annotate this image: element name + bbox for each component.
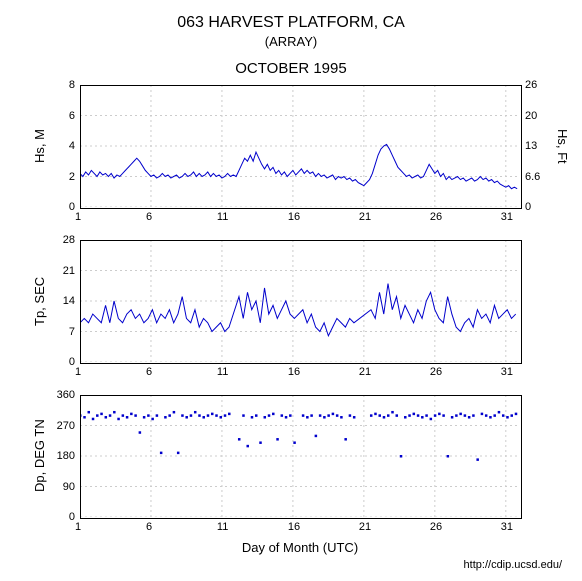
- ytick-label: 6: [69, 110, 75, 122]
- ytick-label: 28: [63, 234, 75, 246]
- chart-container: 063 HARVEST PLATFORM, CA (ARRAY) OCTOBER…: [0, 0, 582, 581]
- panel1-border: [80, 85, 522, 209]
- xtick-label: 31: [501, 366, 513, 378]
- xtick-label: 1: [75, 521, 81, 533]
- xtick-label: 6: [146, 521, 152, 533]
- xtick-label: 16: [288, 521, 300, 533]
- ytick-label: 270: [57, 420, 75, 432]
- panel1-ylabel-right: Hs, Ft: [555, 85, 570, 207]
- xtick-label: 26: [430, 211, 442, 223]
- ytick-label: 180: [57, 450, 75, 462]
- xtick-label: 16: [288, 366, 300, 378]
- xtick-label: 16: [288, 211, 300, 223]
- ytick-label: 7: [69, 326, 75, 338]
- panel2-border: [80, 240, 522, 364]
- ytick-label-right: 26: [525, 79, 537, 91]
- xtick-label: 26: [430, 521, 442, 533]
- panel2-ylabel-left: Tp, SEC: [32, 240, 47, 362]
- xtick-label: 1: [75, 366, 81, 378]
- ytick-label: 14: [63, 295, 75, 307]
- xtick-label: 31: [501, 521, 513, 533]
- xtick-label: 31: [501, 211, 513, 223]
- title-sub: (ARRAY): [0, 34, 582, 49]
- panel3-ylabel-left: Dp, DEG TN: [32, 395, 47, 517]
- xtick-label: 6: [146, 366, 152, 378]
- xtick-label: 21: [359, 211, 371, 223]
- xtick-label: 1: [75, 211, 81, 223]
- panel1-ylabel-left: Hs, M: [32, 85, 47, 207]
- ytick-label-right: 0: [525, 201, 531, 213]
- panel3-border: [80, 395, 522, 519]
- ytick-label-right: 13: [525, 140, 537, 152]
- xtick-label: 11: [217, 521, 228, 533]
- xtick-label: 11: [217, 211, 228, 223]
- xtick-label: 11: [217, 366, 228, 378]
- ytick-label-right: 6.6: [525, 171, 540, 183]
- ytick-label: 8: [69, 79, 75, 91]
- xtick-label: 6: [146, 211, 152, 223]
- xtick-label: 21: [359, 521, 371, 533]
- title-month: OCTOBER 1995: [0, 60, 582, 77]
- ytick-label-right: 20: [525, 110, 537, 122]
- xtick-label: 21: [359, 366, 371, 378]
- xtick-label: 26: [430, 366, 442, 378]
- ytick-label: 90: [63, 481, 75, 493]
- footer-url: http://cdip.ucsd.edu/: [464, 559, 562, 571]
- ytick-label: 2: [69, 171, 75, 183]
- title-main: 063 HARVEST PLATFORM, CA: [0, 14, 582, 32]
- xlabel: Day of Month (UTC): [80, 540, 520, 555]
- ytick-label: 360: [57, 389, 75, 401]
- ytick-label: 21: [63, 265, 75, 277]
- ytick-label: 4: [69, 140, 75, 152]
